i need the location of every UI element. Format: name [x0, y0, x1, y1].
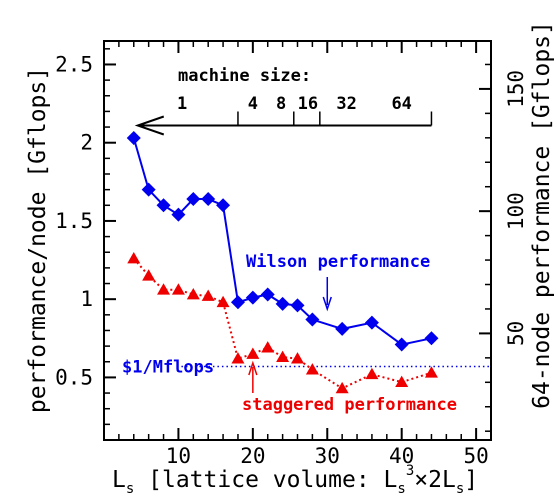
data-point-diamond — [141, 182, 156, 197]
y-tick-label-right: 150 — [504, 70, 528, 108]
data-point-triangle — [157, 283, 171, 295]
data-point-diamond — [305, 312, 320, 327]
data-point-diamond — [126, 131, 141, 146]
data-point-triangle — [261, 341, 275, 353]
data-point-diamond — [156, 198, 171, 213]
machine-size-label: 4 — [248, 94, 258, 114]
data-point-diamond — [216, 198, 231, 213]
data-point-diamond — [186, 192, 201, 207]
data-point-diamond — [171, 207, 186, 222]
data-point-triangle — [231, 352, 245, 364]
data-point-triangle — [424, 366, 438, 378]
data-point-diamond — [245, 290, 260, 305]
data-point-triangle — [305, 363, 319, 375]
data-point-diamond — [394, 337, 409, 352]
data-point-triangle — [365, 367, 379, 380]
data-point-triangle — [246, 347, 260, 359]
machine-size-label: 8 — [276, 94, 286, 114]
y-tick-label-right: 100 — [504, 192, 528, 230]
data-point-diamond — [364, 315, 379, 330]
data-point-triangle — [186, 287, 200, 300]
x-tick-label: 30 — [315, 444, 340, 468]
x-tick-label: 20 — [240, 444, 265, 468]
data-point-triangle — [276, 350, 290, 362]
reference-line-label: $1/Mflops — [122, 357, 214, 377]
data-point-triangle — [335, 381, 349, 394]
data-point-diamond — [201, 192, 216, 207]
machine-size-label: 64 — [391, 94, 411, 114]
staggered-performance-label: staggered performance — [242, 395, 457, 415]
machine-size-label: 1 — [177, 94, 187, 114]
y-tick-label-right: 50 — [504, 321, 528, 346]
staggered-arrowhead — [248, 360, 258, 376]
y-axis-right-label: 64-node performance [Gflops] — [529, 21, 555, 409]
series-line — [132, 137, 432, 346]
data-point-triangle — [171, 283, 185, 295]
machine-size-title: machine size: — [178, 66, 311, 86]
data-point-diamond — [335, 321, 350, 336]
x-tick-label: 50 — [463, 444, 488, 468]
machine-size-label: 16 — [298, 94, 318, 114]
data-point-diamond — [424, 331, 439, 346]
machine-size-arrowhead — [134, 115, 165, 136]
wilson-performance-label: Wilson performance — [246, 252, 430, 272]
x-tick-label: 10 — [166, 444, 191, 468]
data-point-triangle — [127, 251, 141, 264]
x-axis-label: Ls [lattice volume: Ls3×2Ls] — [112, 463, 478, 497]
data-point-diamond — [260, 287, 275, 302]
y-tick-label-left: 2.5 — [55, 52, 93, 76]
data-point-diamond — [230, 295, 245, 310]
y-tick-label-left: 1.5 — [55, 209, 93, 233]
data-point-triangle — [291, 352, 304, 364]
series-staggered — [127, 251, 438, 394]
y-tick-label-left: 1 — [80, 287, 93, 311]
data-point-diamond — [290, 298, 305, 313]
machine-size-label: 32 — [336, 94, 356, 114]
data-point-diamond — [275, 296, 290, 311]
y-tick-label-left: 2 — [80, 131, 93, 155]
data-point-triangle — [216, 295, 230, 308]
data-point-triangle — [142, 269, 156, 281]
series-wilson — [126, 131, 439, 352]
wilson-arrowhead — [322, 296, 332, 312]
y-axis-left-label: performance/node [Gflops] — [25, 67, 51, 413]
data-point-triangle — [201, 289, 215, 301]
x-tick-label: 40 — [389, 444, 414, 468]
data-point-triangle — [395, 375, 409, 387]
y-tick-label-left: 0.5 — [55, 365, 93, 389]
